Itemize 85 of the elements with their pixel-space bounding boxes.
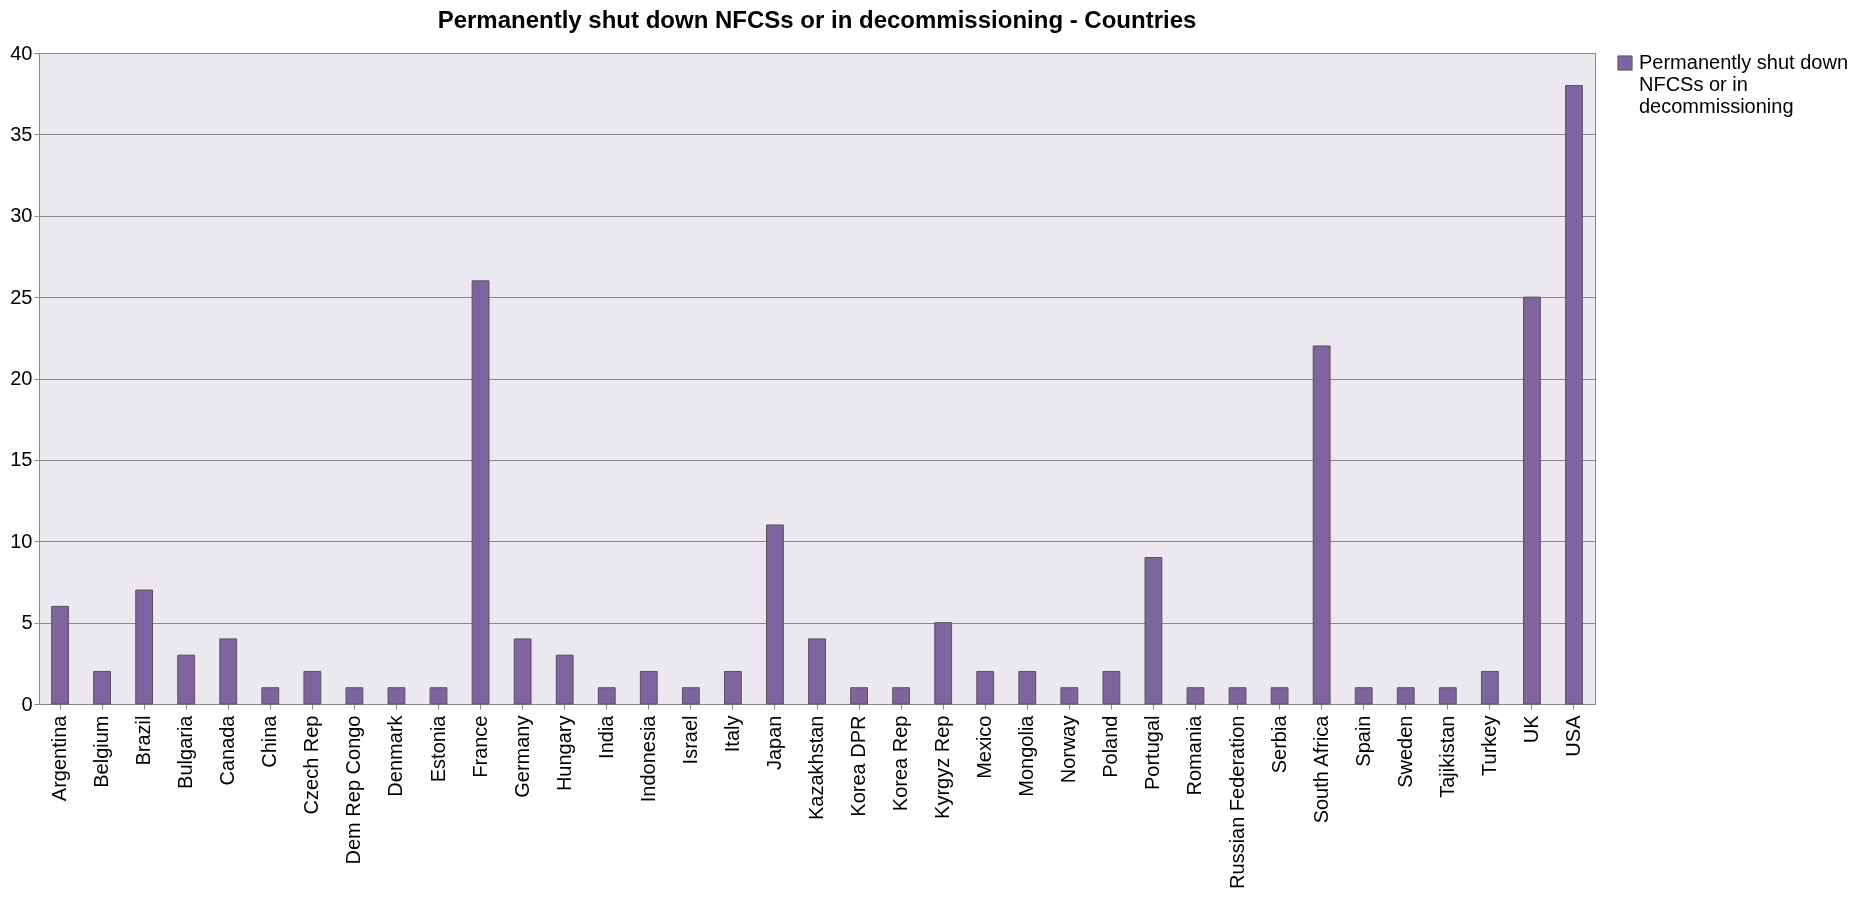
bar [1438, 687, 1457, 705]
bar [766, 524, 784, 705]
bar [1523, 296, 1541, 705]
y-tick-label: 15 [10, 448, 33, 471]
y-tick-label: 20 [10, 367, 33, 389]
x-tick-label: South Africa [1309, 714, 1332, 824]
bar [1354, 687, 1373, 705]
bar [723, 670, 742, 705]
y-tick-label: 0 [21, 692, 33, 715]
x-tick-label: Dem Rep Congo [342, 715, 365, 865]
bar [934, 622, 953, 705]
bar [1102, 670, 1121, 705]
x-tick-label: UK [1519, 714, 1542, 744]
y-tick-label: 10 [10, 529, 33, 552]
x-tick-label: Estonia [426, 714, 449, 783]
x-tick-label: Kyrgyz Rep [931, 715, 954, 819]
bar [345, 687, 364, 705]
x-tick-label: Tajikistan [1435, 715, 1458, 798]
x-tick-label: Turkey [1477, 715, 1500, 776]
y-tick-label: 25 [10, 285, 33, 308]
y-tick-label: 5 [21, 611, 33, 634]
x-tick-label: USA [1561, 714, 1584, 757]
x-tick-label: Poland [1099, 715, 1122, 778]
x-tick-label: Canada [216, 714, 239, 786]
x-tick-label: Korea DPR [847, 715, 870, 817]
bar [219, 638, 238, 705]
x-tick-label: Romania [1183, 714, 1206, 796]
x-tick-label: Germany [510, 715, 533, 798]
bar [303, 670, 322, 705]
x-tick-label: Belgium [90, 715, 113, 788]
x-tick-label: Portugal [1141, 715, 1164, 790]
bar [471, 280, 490, 705]
bar [555, 654, 574, 705]
x-tick-label: Spain [1351, 715, 1374, 767]
bar [177, 654, 196, 705]
x-tick-label: France [468, 715, 491, 778]
bar [513, 638, 532, 705]
bar [135, 589, 154, 705]
bar [976, 670, 995, 705]
bar [1312, 345, 1331, 705]
x-tick-label: Norway [1057, 715, 1080, 784]
bar [808, 638, 826, 705]
bar [1018, 670, 1037, 705]
bar [639, 670, 658, 705]
x-tick-label: Japan [762, 715, 785, 770]
bar [51, 605, 69, 705]
legend-label: Permanently shut down NFCSs or in decommissioning [1639, 51, 1849, 117]
bar [1144, 557, 1163, 705]
x-tick-label: Mongolia [1015, 714, 1038, 797]
bar [1060, 687, 1079, 705]
x-tick-label: Israel [678, 715, 701, 765]
y-tick-label: 40 [10, 41, 33, 64]
x-tick-label: Korea Rep [889, 715, 912, 812]
bar [1228, 687, 1247, 705]
chart-title: Permanently shut down NFCSs or in decommissioning - Countries [437, 6, 1197, 33]
bar [850, 687, 868, 705]
x-tick-label: Denmark [384, 714, 407, 797]
x-tick-label: India [594, 714, 617, 759]
y-tick-label: 35 [10, 122, 33, 145]
x-tick-label: Kazakhstan [805, 715, 827, 821]
x-tick-label: Hungary [552, 715, 575, 792]
x-tick-label: Russian Federation [1225, 715, 1248, 889]
bar [1396, 687, 1415, 705]
x-tick-label: Italy [720, 715, 743, 753]
bar [1565, 85, 1583, 705]
bar [681, 687, 700, 705]
x-tick-label: China [258, 714, 281, 768]
bar [1186, 687, 1205, 705]
bar [429, 687, 448, 705]
x-tick-label: Bulgaria [174, 714, 197, 789]
x-tick-label: Brazil [132, 715, 155, 766]
bar [387, 687, 406, 705]
bar [93, 670, 111, 705]
x-tick-label: Sweden [1393, 715, 1416, 788]
bar [892, 687, 911, 705]
bar [1480, 670, 1499, 705]
x-tick-label: Serbia [1267, 714, 1290, 774]
bar [597, 687, 616, 705]
x-tick-label: Mexico [973, 715, 996, 779]
y-tick-label: 30 [10, 204, 33, 227]
x-tick-label: Indonesia [636, 714, 659, 803]
bar [261, 687, 280, 705]
x-tick-label: Argentina [48, 714, 71, 802]
x-tick-label: Czech Rep [300, 715, 323, 815]
bar [1270, 687, 1289, 705]
